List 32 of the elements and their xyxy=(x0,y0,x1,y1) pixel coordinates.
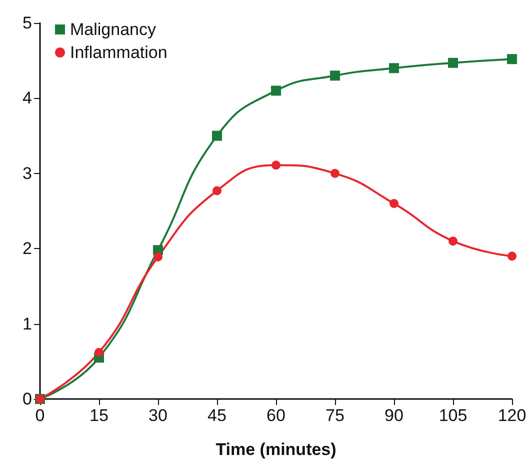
point xyxy=(508,252,516,261)
point xyxy=(272,160,280,170)
x-tick-label: 105 xyxy=(438,406,468,425)
point xyxy=(212,130,222,141)
point xyxy=(448,236,458,246)
x-tick-label: 90 xyxy=(384,406,404,425)
point xyxy=(507,54,517,64)
point xyxy=(154,252,162,262)
legend-label: Malignancy xyxy=(70,20,156,39)
point xyxy=(94,348,104,357)
x-tick-label: 15 xyxy=(90,406,108,425)
x-axis-title: Time (minutes) xyxy=(216,440,336,459)
x-tick-label: 120 xyxy=(498,406,526,425)
x-tick-label: 0 xyxy=(35,406,45,425)
point xyxy=(389,63,399,74)
point xyxy=(271,86,281,96)
x-tick-label: 75 xyxy=(326,406,344,425)
legend-label: Inflammation xyxy=(70,43,168,62)
y-tick-label: 5 xyxy=(22,14,32,32)
point xyxy=(390,198,398,208)
y-tick-label: 4 xyxy=(22,88,32,108)
y-tick-label: 1 xyxy=(22,314,32,334)
point xyxy=(330,168,340,178)
x-tick-label: 45 xyxy=(208,406,226,425)
y-tick-label: 0 xyxy=(22,390,32,408)
x-tick-label: 30 xyxy=(148,406,168,425)
point xyxy=(212,186,222,196)
y-tick-label: 2 xyxy=(22,239,32,258)
x-tick-label: 60 xyxy=(266,406,286,425)
y-tick-label: 3 xyxy=(22,164,32,183)
point xyxy=(448,58,458,68)
point xyxy=(330,70,340,81)
